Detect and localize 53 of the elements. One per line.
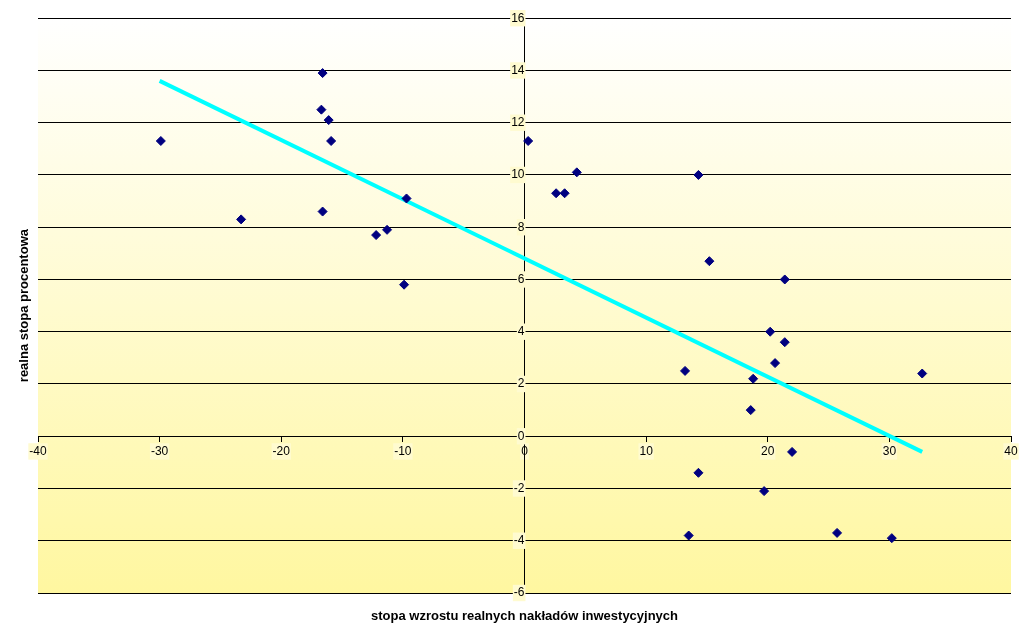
point xyxy=(316,104,327,115)
point xyxy=(832,527,843,538)
y-tick-label: 6 xyxy=(517,271,525,286)
point xyxy=(693,467,704,478)
point xyxy=(917,368,928,379)
point xyxy=(317,68,328,79)
point xyxy=(382,224,393,235)
point xyxy=(236,214,247,225)
point xyxy=(765,326,776,337)
point xyxy=(155,136,166,146)
point xyxy=(779,337,790,348)
y-tick-label: -4 xyxy=(513,533,525,548)
point xyxy=(886,533,897,544)
point xyxy=(680,365,691,376)
point xyxy=(323,115,334,126)
y-tick-label: 2 xyxy=(517,376,525,391)
x-tick-label: 40 xyxy=(1004,443,1018,458)
point xyxy=(745,405,756,416)
y-tick-label: 0 xyxy=(517,428,525,443)
point xyxy=(704,256,715,267)
point xyxy=(748,373,759,384)
point xyxy=(759,486,770,497)
y-tick-label: 10 xyxy=(511,167,525,182)
point xyxy=(779,274,790,285)
point xyxy=(787,446,798,457)
point xyxy=(683,530,694,541)
y-tick-label: -2 xyxy=(513,480,525,495)
y-tick-label: 4 xyxy=(517,324,525,339)
y-tick-label: 16 xyxy=(511,10,525,25)
y-tick-label: -6 xyxy=(513,585,525,600)
x-tick-label: -20 xyxy=(272,443,291,458)
point xyxy=(317,206,328,217)
point xyxy=(571,167,582,178)
x-tick-label: -30 xyxy=(150,443,169,458)
x-tick-label: -40 xyxy=(29,443,47,458)
x-axis-title: stopa wzrostu realnych nakładów inwestycyjnych xyxy=(370,608,679,624)
point xyxy=(693,169,704,180)
point xyxy=(371,230,382,241)
x-tick-label: 30 xyxy=(882,443,897,458)
point xyxy=(523,136,534,146)
x-tick-label: 10 xyxy=(639,443,654,458)
y-tick-label: 12 xyxy=(511,115,525,130)
point xyxy=(559,188,570,199)
x-tick-label: -10 xyxy=(394,443,412,458)
point xyxy=(770,358,781,369)
x-tick-label: 20 xyxy=(761,443,775,458)
point xyxy=(401,193,412,204)
y-tick-label: 8 xyxy=(517,219,525,234)
y-tick-label: 14 xyxy=(511,62,525,77)
point xyxy=(551,188,562,199)
y-axis-title: realna stopa procentowa xyxy=(15,228,31,383)
point xyxy=(326,136,337,146)
point xyxy=(399,279,410,290)
